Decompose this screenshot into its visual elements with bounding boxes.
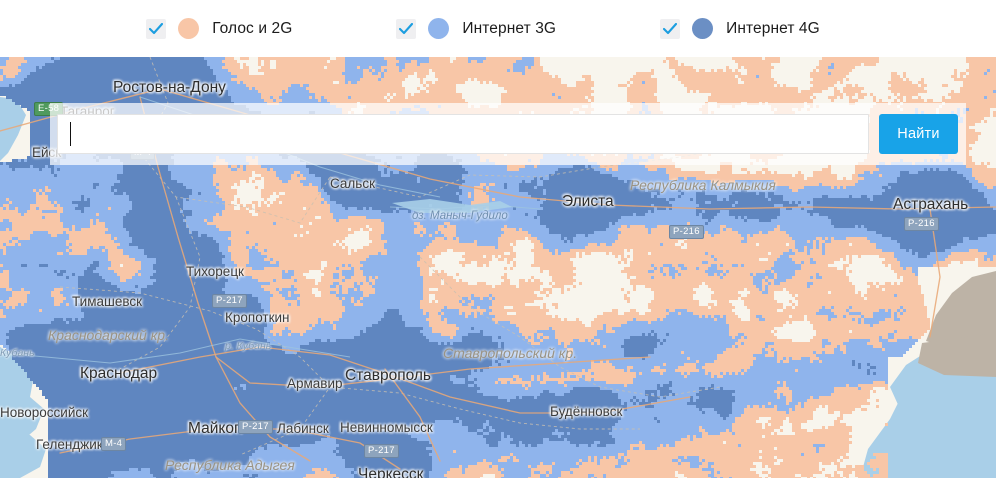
legend-item-voice-2g[interactable]: Голос и 2G xyxy=(146,18,322,39)
check-icon xyxy=(149,22,164,34)
coverage-legend: Голос и 2G Интернет 3G Интернет 4G xyxy=(0,0,996,57)
swatch-internet-3g xyxy=(428,18,450,39)
legend-label-voice-2g: Голос и 2G xyxy=(212,19,293,37)
text-caret xyxy=(70,122,71,146)
check-icon xyxy=(663,22,678,34)
legend-label-internet-3g: Интернет 3G xyxy=(462,19,557,37)
checkbox-voice-2g[interactable] xyxy=(146,18,167,39)
swatch-internet-4g xyxy=(692,18,714,39)
search-button[interactable]: Найти xyxy=(879,114,958,154)
search-input[interactable] xyxy=(57,114,869,154)
legend-item-internet-4g[interactable]: Интернет 4G xyxy=(660,18,850,39)
legend-item-internet-3g[interactable]: Интернет 3G xyxy=(396,18,586,39)
check-icon xyxy=(399,22,414,34)
legend-label-internet-4g: Интернет 4G xyxy=(726,19,820,37)
search-panel: Найти xyxy=(50,103,966,165)
checkbox-internet-4g[interactable] xyxy=(660,18,681,39)
swatch-voice-2g xyxy=(178,18,200,39)
checkbox-internet-3g[interactable] xyxy=(396,18,417,39)
